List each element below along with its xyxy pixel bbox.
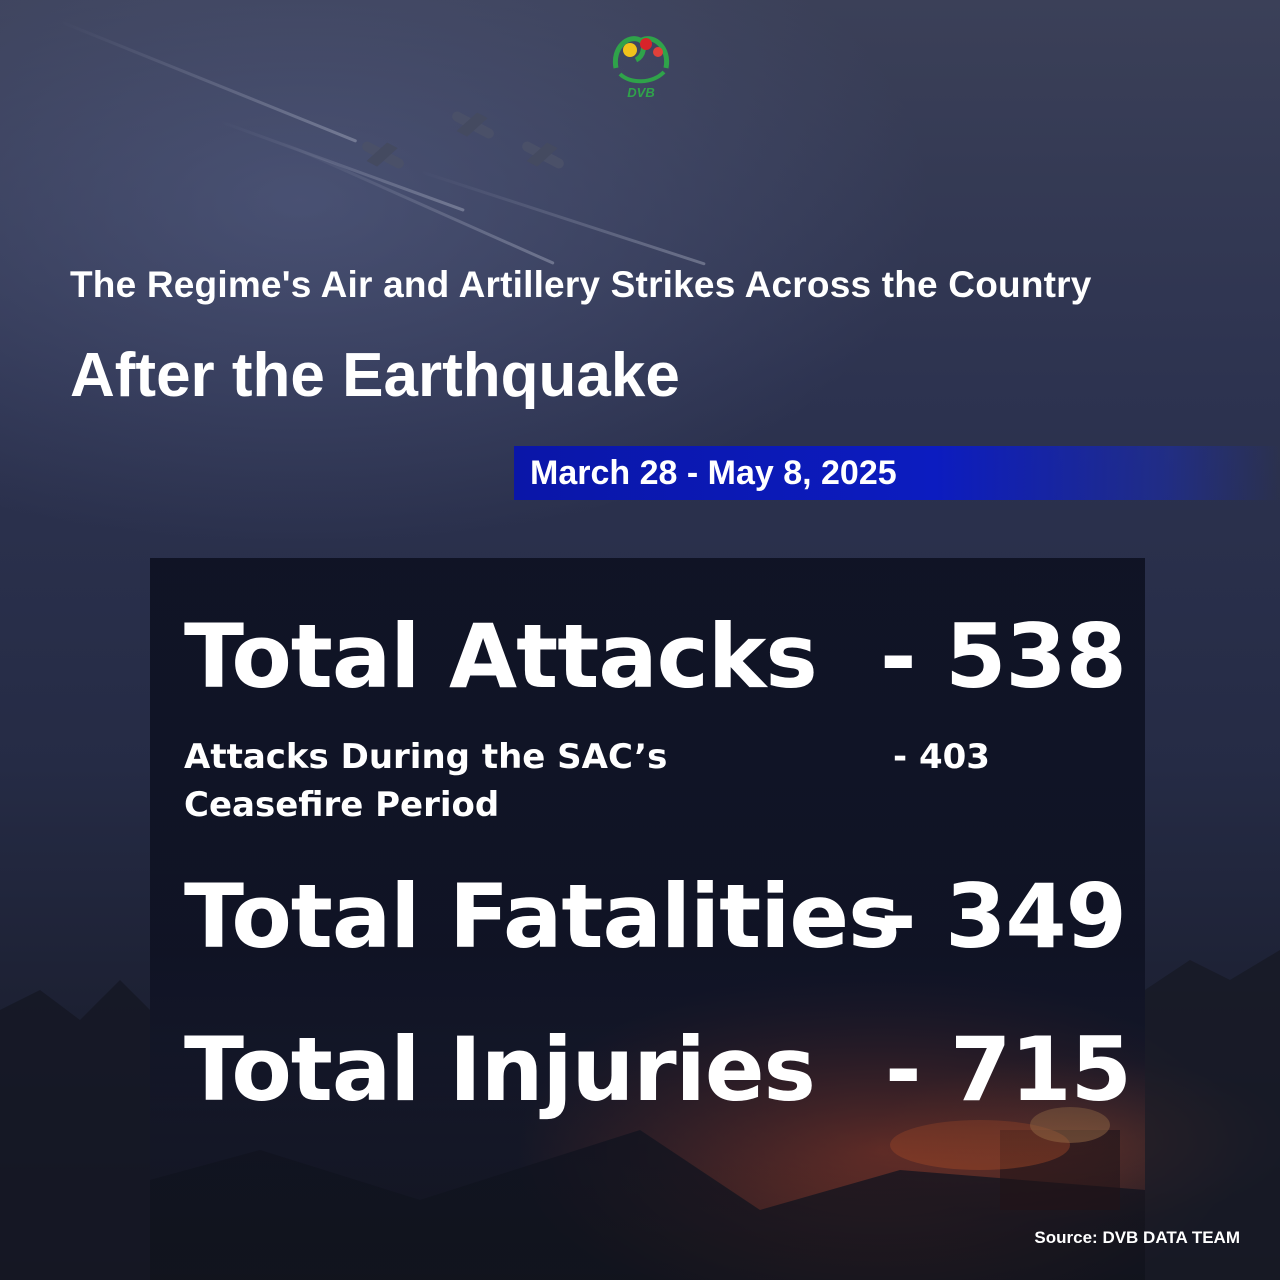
total-injuries-value: - 715: [885, 1018, 1132, 1121]
date-range-banner: March 28 - May 8, 2025: [514, 446, 1280, 500]
page-title: After the Earthquake: [70, 341, 680, 410]
fighter-jet: [520, 139, 566, 171]
svg-text:DVB: DVB: [627, 85, 654, 100]
date-range-text: March 28 - May 8, 2025: [530, 454, 897, 492]
fighter-jet: [450, 109, 496, 141]
fighter-jet: [360, 139, 406, 171]
page-subtitle: The Regime's Air and Artillery Strikes A…: [70, 264, 1092, 305]
source-credit: Source: DVB DATA TEAM: [1034, 1228, 1240, 1247]
total-fatalities-value: - 349: [880, 865, 1127, 968]
ceasefire-attacks-value: - 403: [893, 737, 990, 777]
dvb-logo: DVB: [612, 36, 670, 100]
ceasefire-attacks-label-line2: Ceasefire Period: [184, 785, 500, 825]
stats-panel: [150, 558, 1145, 1280]
total-injuries-label: Total Injuries: [184, 1018, 816, 1121]
total-attacks-label: Total Attacks: [184, 605, 818, 708]
total-fatalities-label: Total Fatalities: [184, 865, 900, 968]
total-attacks-value: - 538: [880, 605, 1127, 708]
ceasefire-attacks-label-line1: Attacks During the SAC’s: [184, 737, 668, 777]
missile-trail: [419, 170, 706, 266]
missile-trail: [59, 20, 358, 143]
